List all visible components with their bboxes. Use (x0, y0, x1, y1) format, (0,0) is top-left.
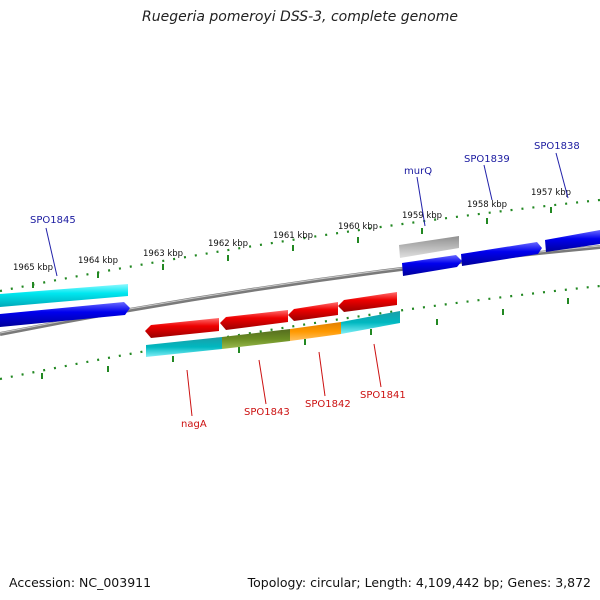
gene-red-2[interactable] (220, 310, 288, 330)
ruler-lower-major-ticks (41, 298, 569, 379)
kbp-label: 1962 kbp (208, 239, 248, 249)
top-leader-lines (45, 152, 569, 277)
gene-spo1839[interactable] (402, 255, 462, 276)
gene-spo1839-b[interactable] (461, 242, 542, 266)
kbp-label: 1963 kbp (143, 249, 183, 259)
gene-spo1841[interactable] (341, 311, 400, 334)
ruler-upper-major-ticks (32, 207, 552, 288)
gene-murq[interactable] (399, 236, 459, 258)
kbp-label: 1964 kbp (78, 256, 118, 266)
gene-red-4[interactable] (338, 292, 397, 312)
page-title: Ruegeria pomeroyi DSS-3, complete genome (142, 9, 458, 25)
kbp-label: 1965 kbp (13, 263, 53, 273)
kbp-label: 1958 kbp (467, 200, 507, 210)
gene-label-naga[interactable]: nagA (181, 419, 207, 430)
gene-naga[interactable] (146, 337, 222, 357)
gene-spo1842[interactable] (290, 322, 341, 341)
accession-text: Accession: NC_003911 (9, 575, 152, 590)
gene-spo1843[interactable] (222, 329, 290, 349)
bottom-leader-lines (186, 343, 382, 417)
gene-label-murq[interactable]: murQ (404, 166, 432, 177)
kbp-label: 1957 kbp (531, 188, 571, 198)
ruler-upper (0, 198, 600, 293)
genome-summary-text: Topology: circular; Length: 4,109,442 bp… (247, 575, 591, 590)
kbp-label: 1959 kbp (402, 211, 442, 221)
gene-label-spo1843[interactable]: SPO1843 (244, 407, 290, 418)
gene-cyan-left[interactable] (0, 284, 128, 307)
gene-blue-left[interactable] (0, 302, 130, 327)
kbp-label: 1960 kbp (338, 222, 378, 232)
gene-label-spo1842[interactable]: SPO1842 (305, 399, 351, 410)
gene-red-3[interactable] (288, 302, 338, 321)
gene-label-spo1839[interactable]: SPO1839 (464, 154, 510, 165)
gene-red-1[interactable] (145, 318, 219, 338)
gene-spo1838[interactable] (545, 230, 600, 252)
kbp-label: 1961 kbp (273, 231, 313, 241)
gene-label-spo1838[interactable]: SPO1838 (534, 141, 580, 152)
gene-label-spo1845[interactable]: SPO1845 (30, 215, 76, 226)
gene-label-spo1841[interactable]: SPO1841 (360, 390, 406, 401)
